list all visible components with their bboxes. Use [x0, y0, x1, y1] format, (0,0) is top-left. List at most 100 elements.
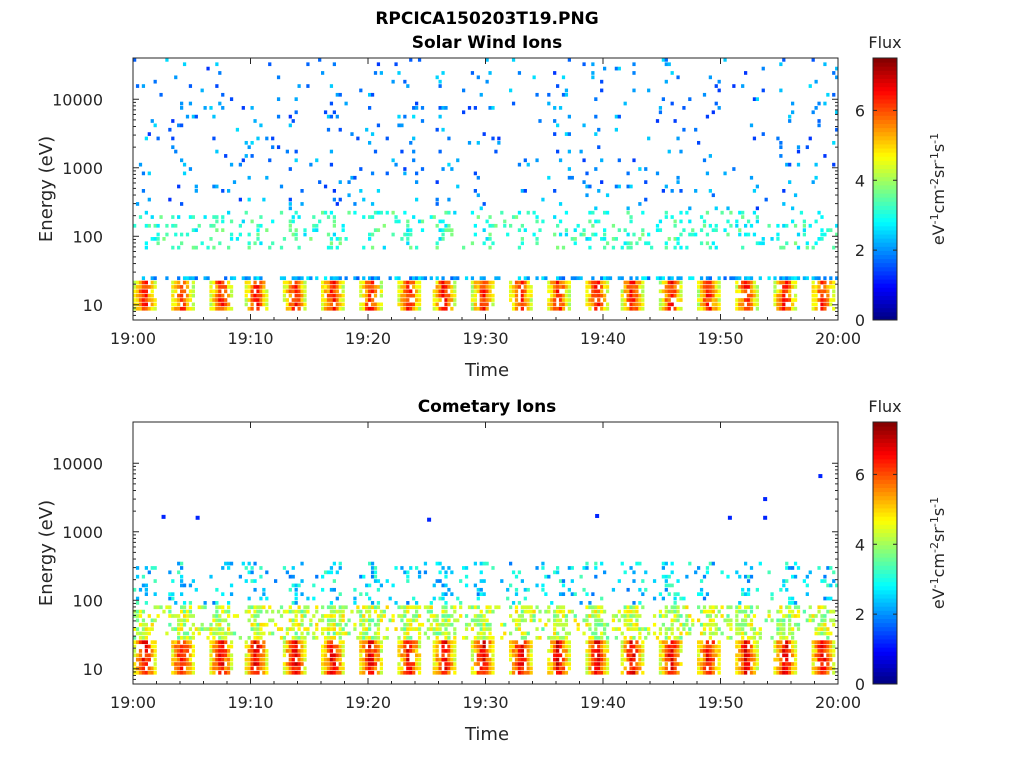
colorbar-title: Flux: [868, 33, 901, 52]
heatmap-cell: [215, 149, 219, 154]
heatmap-cell: [244, 293, 248, 298]
heatmap-cell: [150, 670, 154, 675]
heatmap-cell: [738, 631, 742, 636]
heatmap-cell: [253, 622, 257, 627]
heatmap-cell: [661, 189, 665, 193]
heatmap-cell: [406, 293, 410, 298]
heatmap-cell: [752, 657, 757, 662]
heatmap-cell: [453, 640, 457, 645]
heatmap-cell: [714, 302, 718, 307]
heatmap-cell: [300, 618, 304, 623]
heatmap-cell: [832, 140, 836, 145]
heatmap-cell: [370, 202, 375, 206]
heatmap-cell: [417, 276, 422, 281]
heatmap-cell: [667, 293, 671, 298]
heatmap-cell: [285, 644, 289, 649]
heatmap-cell: [620, 298, 624, 302]
heatmap-cell: [323, 653, 328, 658]
heatmap-cell: [670, 605, 674, 610]
heatmap-cell: [303, 605, 307, 610]
heatmap-cell: [435, 561, 439, 566]
heatmap-cell: [479, 579, 483, 583]
heatmap-cell: [274, 579, 278, 583]
heatmap-cell: [705, 232, 710, 237]
heatmap-cell: [832, 640, 836, 645]
heatmap-cell: [344, 631, 348, 636]
heatmap-cell: [456, 276, 460, 281]
heatmap-cell: [485, 302, 489, 307]
heatmap-cell: [667, 289, 671, 294]
heatmap-cell: [329, 662, 334, 666]
heatmap-cell: [224, 649, 228, 653]
heatmap-cell: [679, 635, 683, 640]
heatmap-cell: [629, 670, 633, 675]
heatmap-cell: [470, 644, 475, 649]
heatmap-cell: [744, 631, 748, 636]
heatmap-cell: [605, 210, 610, 215]
heatmap-cell: [250, 670, 254, 675]
heatmap-cell: [673, 245, 677, 250]
heatmap-cell: [605, 280, 610, 285]
heatmap-cell: [135, 293, 140, 298]
heatmap-cell: [244, 657, 248, 662]
heatmap-cell: [564, 618, 569, 623]
heatmap-cell: [368, 285, 372, 289]
heatmap-cell: [479, 587, 483, 592]
heatmap-cell: [556, 280, 560, 285]
heatmap-cell: [182, 609, 187, 614]
heatmap-cell: [215, 649, 219, 653]
heatmap-cell: [335, 114, 339, 119]
heatmap-cell: [517, 657, 522, 662]
heatmap-cell: [667, 276, 671, 281]
heatmap-cell: [141, 627, 146, 631]
heatmap-cell: [711, 193, 715, 198]
heatmap-cell: [670, 570, 674, 575]
heatmap-cell: [511, 644, 516, 649]
heatmap-cell: [429, 276, 433, 281]
heatmap-cell: [215, 280, 219, 285]
heatmap-cell: [212, 640, 216, 645]
heatmap-cell: [359, 289, 363, 294]
heatmap-cell: [638, 302, 642, 307]
heatmap-cell: [746, 640, 751, 645]
heatmap-cell: [547, 574, 551, 579]
heatmap-cell: [441, 649, 445, 653]
heatmap-cell: [564, 298, 569, 302]
heatmap-cell: [517, 614, 522, 618]
heatmap-cell: [532, 609, 536, 614]
heatmap-cell: [482, 662, 486, 666]
heatmap-cell: [714, 631, 718, 636]
heatmap-cell: [635, 605, 639, 610]
heatmap-cell: [667, 285, 671, 289]
heatmap-cell: [691, 232, 695, 237]
heatmap-cell: [661, 276, 665, 281]
heatmap-cell: [435, 289, 439, 294]
heatmap-cell: [379, 614, 383, 618]
colorbar-swatch: [873, 283, 897, 288]
heatmap-cell: [362, 574, 366, 579]
heatmap-cell: [479, 280, 483, 285]
heatmap-cell: [488, 622, 492, 627]
heatmap-cell: [294, 649, 298, 653]
heatmap-cell: [664, 614, 668, 618]
colorbar-swatch: [873, 659, 897, 665]
heatmap-cell: [321, 210, 325, 215]
heatmap-cell: [779, 276, 783, 281]
heatmap-cell: [752, 289, 757, 294]
heatmap-cell: [135, 280, 140, 285]
heatmap-cell: [829, 285, 833, 289]
heatmap-cell: [741, 298, 745, 302]
heatmap-cell: [476, 193, 480, 198]
heatmap-cell: [785, 561, 789, 566]
heatmap-cell: [561, 276, 566, 281]
heatmap-cell: [561, 657, 566, 662]
heatmap-cell: [717, 298, 721, 302]
heatmap-cell: [165, 276, 169, 281]
heatmap-cell: [585, 618, 589, 623]
heatmap-cell: [752, 614, 757, 618]
heatmap-cell: [723, 171, 727, 176]
heatmap-cell: [156, 232, 160, 237]
colorbar-swatch: [873, 430, 897, 435]
heatmap-cell: [664, 184, 668, 189]
heatmap-cell: [699, 609, 704, 614]
